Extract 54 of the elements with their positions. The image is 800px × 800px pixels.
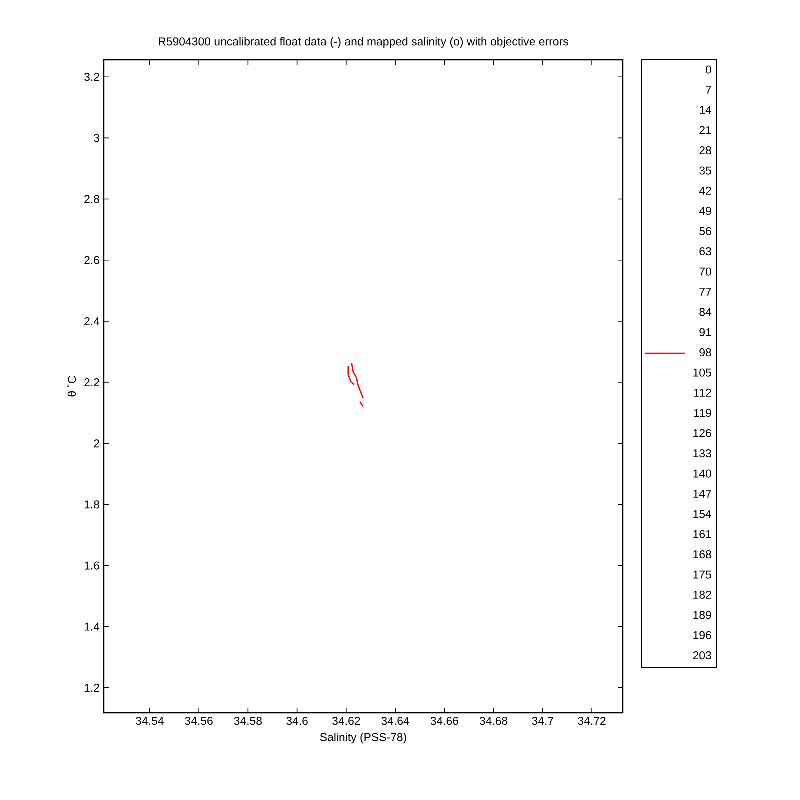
x-tick-label: 34.64 <box>382 717 410 726</box>
text: 35 <box>700 166 712 175</box>
y-axis-title: θ ˚C <box>66 376 76 397</box>
y-tick-label: 2.2 <box>84 378 100 387</box>
text: 0 <box>706 66 712 74</box>
text: 91 <box>700 328 712 336</box>
text: 70 <box>700 268 712 276</box>
y-tick-label: 1.6 <box>84 562 100 570</box>
x-tick-label: 34.62 <box>332 717 360 726</box>
y-tick-label: 3.2 <box>84 73 100 82</box>
text: 56 <box>700 227 712 236</box>
x-tick-label: 34.66 <box>430 717 458 726</box>
text: 175 <box>694 570 712 579</box>
text: 49 <box>699 207 712 216</box>
text: 7 <box>706 86 712 94</box>
y-tick-label: 3 <box>94 134 100 142</box>
x-tick-label: 34.72 <box>578 717 606 726</box>
text: 42 <box>699 186 712 195</box>
x-tick-label: 34.6 <box>286 717 308 726</box>
text: 126 <box>694 429 712 438</box>
y-tick-label: 2.4 <box>84 317 100 326</box>
text: 147 <box>694 490 712 498</box>
y-tick-label: 2.8 <box>84 195 100 204</box>
text: 14 <box>700 106 712 114</box>
x-tick-label: 34.54 <box>136 717 164 726</box>
y-tick-label: 1.4 <box>84 622 100 631</box>
text: 112 <box>694 388 712 397</box>
text: 182 <box>694 590 712 600</box>
text: 140 <box>694 470 712 478</box>
text: 105 <box>694 368 712 377</box>
x-tick-label: 34.58 <box>234 717 262 726</box>
text: 63 <box>700 248 712 256</box>
y-tick-label: 2 <box>94 440 100 448</box>
text: 203 <box>693 652 712 660</box>
text: 119 <box>694 409 712 418</box>
legend-label: 98 <box>700 348 712 357</box>
y-tick-label: 1.2 <box>84 684 100 692</box>
text: 28 <box>700 146 712 155</box>
text: 21 <box>700 126 712 134</box>
text: 133 <box>694 450 712 458</box>
x-tick-label: 34.7 <box>532 717 554 726</box>
text: 84 <box>700 308 712 316</box>
x-axis-title: Salinity (PSS-78) <box>320 732 406 744</box>
chart-title: R5904300 uncalibrated float data (-) and mapped salinity (o) with objective errors <box>159 37 568 48</box>
text: 196 <box>694 631 712 640</box>
text: 189 <box>694 611 712 620</box>
text: 168 <box>694 550 712 559</box>
text: 154 <box>694 510 712 518</box>
text: 77 <box>700 288 712 296</box>
x-tick-label: 34.68 <box>480 717 508 726</box>
text: 161 <box>694 530 712 538</box>
y-tick-label: 2.6 <box>84 256 100 264</box>
x-tick-label: 34.56 <box>185 717 213 726</box>
y-tick-label: 1.8 <box>84 500 100 509</box>
